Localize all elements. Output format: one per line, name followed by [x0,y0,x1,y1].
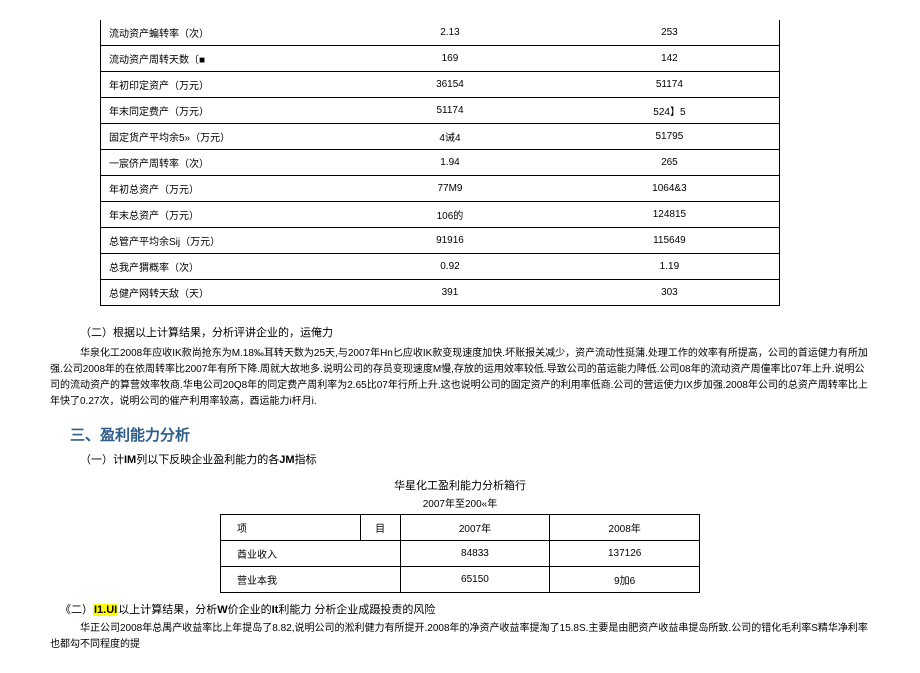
row-label: 年初印定资产（万元） [101,72,341,98]
row-col1: 2.13 [340,20,560,46]
table-header-row: 项目2007年2008年 [221,515,700,541]
asset-turnover-table: 流动资产蝙转率（次）2.13253流动资产周转天数〔■169142年初印定资产（… [100,20,780,306]
row-col1: 1.94 [340,150,560,176]
row-label: 年末同定费产（万元） [101,98,341,124]
table-row: 营业本我651509加6 [221,567,700,593]
row-label: 总管产平均余Sij（万元） [101,228,341,254]
section-4-paragraph: 华正公司2008年总禺产收益率比上年提岛了8.82,说明公司的淞利健力有所提开.… [50,621,870,653]
row-col2: 265 [560,150,780,176]
header-c3: 2008年 [550,515,700,541]
table-row: 一宸侪产周转率（次）1.94265 [101,150,780,176]
row-col2: 137126 [550,541,700,567]
section-2-header: （二）根据以上计算结果，分析评讲企业的，运俺力 [50,324,870,340]
s4-highlight: I1.UI [93,604,118,616]
table-row: 年末总资产（万元）106的124815 [101,202,780,228]
table-row: 年初总资产（万元）77M91064&3 [101,176,780,202]
table-row: 总管产平均余Sij（万元）91916115649 [101,228,780,254]
table-row: 固定货产平均余5»（万元）4诫451795 [101,124,780,150]
row-col1: 51174 [340,98,560,124]
sub1-mid: 列以下反映企业盈利能力的各 [136,454,279,466]
s4-suffix: 利能力 分析企业成蹑投责的风险 [278,604,435,616]
table-row: 流动资产蝙转率（次）2.13253 [101,20,780,46]
row-col1: 106的 [340,202,560,228]
row-col1: 91916 [340,228,560,254]
row-label: 酋业收入 [221,541,401,567]
table-row: 年初印定资产（万元）3615451174 [101,72,780,98]
row-col2: 51174 [560,72,780,98]
table-row: 酋业收入84833137126 [221,541,700,567]
sub1-suffix: 指标 [295,454,317,466]
section-3-sub1: （一）计IM列以下反映企业盈利能力的各JM指标 [50,451,870,467]
row-label: 年末总资产（万元） [101,202,341,228]
row-label: 总健产网转天敌（天） [101,280,341,306]
table-row: 年末同定费产（万元）51174524】5 [101,98,780,124]
row-label: 年初总资产（万元） [101,176,341,202]
row-col1: 4诫4 [340,124,560,150]
row-col1: 0.92 [340,254,560,280]
row-col2: 1.19 [560,254,780,280]
row-col2: 115649 [560,228,780,254]
row-col2: 142 [560,46,780,72]
section-3-title: 三、盈利能力分析 [50,424,870,445]
row-label: 营业本我 [221,567,401,593]
row-label: 总我产猬概率（次） [101,254,341,280]
header-c2: 2007年 [400,515,550,541]
row-col2: 524】5 [560,98,780,124]
header-c1b: 目 [360,515,400,541]
row-col1: 84833 [400,541,550,567]
table2-subtitle: 2007年至200«年 [50,495,870,510]
table-row: 总我产猬概率（次）0.921.19 [101,254,780,280]
row-col2: 1064&3 [560,176,780,202]
section-4-header: 《二）I1.UI以上计算结果，分析W价企业的It利能力 分析企业成蹑投责的风险 [50,601,870,617]
s4-prefix: 《二） [60,604,93,616]
table-row: 总健产网转天敌（天）391303 [101,280,780,306]
row-col1: 391 [340,280,560,306]
header-c1a: 项 [221,515,361,541]
row-label: 流动资产蝙转率（次） [101,20,341,46]
sub1-bold2: JM [279,454,294,466]
row-col2: 51795 [560,124,780,150]
s4-mid1: 以上计算结果，分析 [118,604,217,616]
table2-title: 华星化工盈利能力分析箱行 [50,477,870,493]
row-label: 流动资产周转天数〔■ [101,46,341,72]
profit-analysis-table: 项目2007年2008年酋业收入84833137126营业本我651509加6 [220,514,700,593]
row-col2: 124815 [560,202,780,228]
row-label: 固定货产平均余5»（万元） [101,124,341,150]
row-col2: 303 [560,280,780,306]
sub1-bold1: IM [124,454,136,466]
sub1-prefix: （一）计 [80,454,124,466]
s4-mid2: 价企业的 [228,604,272,616]
s4-bold1: W [217,604,227,616]
row-col1: 65150 [400,567,550,593]
section-2-paragraph: 华泉化工2008年应收IK款尚抢东为M.18‰耳转天数为25天,与2007年Hn… [50,346,870,410]
row-col1: 169 [340,46,560,72]
row-col1: 77M9 [340,176,560,202]
row-label: 一宸侪产周转率（次） [101,150,341,176]
row-col2: 253 [560,20,780,46]
row-col2: 9加6 [550,567,700,593]
table-row: 流动资产周转天数〔■169142 [101,46,780,72]
row-col1: 36154 [340,72,560,98]
